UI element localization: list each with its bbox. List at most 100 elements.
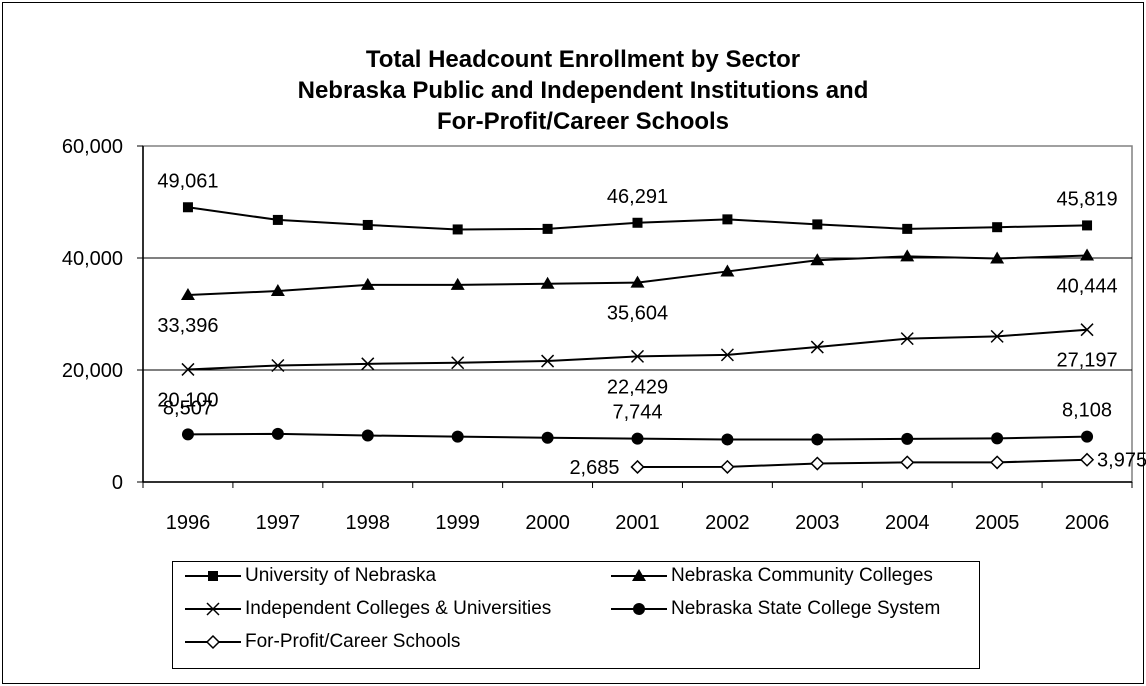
chart-title-line-1: Total Headcount Enrollment by Sector: [365, 46, 801, 73]
data-point: [450, 277, 465, 290]
data-point: [630, 349, 645, 363]
x-tick-label: 2002: [705, 512, 750, 534]
x-tick-label: 1999: [435, 512, 480, 534]
data-point: [992, 222, 1003, 233]
legend-marker: [632, 569, 646, 581]
data-point: [1080, 323, 1094, 337]
legend-swatch: [185, 634, 241, 650]
data-label: 49,061: [157, 170, 218, 192]
x-tick-label: 1998: [346, 512, 391, 534]
data-label: 40,444: [1056, 276, 1117, 298]
data-point: [361, 357, 375, 371]
legend-swatch: [185, 602, 241, 616]
data-point: [721, 433, 734, 446]
legend-label: University of Nebraska: [245, 565, 437, 586]
data-label: 20,100: [157, 389, 218, 411]
data-point: [811, 433, 824, 446]
x-tick-label: 2004: [885, 512, 930, 534]
chart-title-line-2: Nebraska Public and Independent Institut…: [297, 77, 869, 104]
data-label: 35,604: [607, 303, 668, 325]
legend-entry: University of Nebraska: [183, 563, 436, 589]
data-label: 7,744: [612, 402, 662, 424]
data-label: 46,291: [607, 186, 668, 208]
data-point: [991, 432, 1004, 445]
y-tick-label: 0: [112, 472, 123, 494]
data-point: [1079, 452, 1095, 467]
data-point: [182, 202, 193, 213]
data-point: [630, 459, 645, 475]
data-point: [720, 459, 735, 474]
data-point: [542, 223, 553, 234]
data-point: [271, 427, 284, 440]
y-tick-label: 40,000: [62, 248, 123, 270]
legend-swatch: [611, 603, 667, 615]
data-point: [990, 455, 1005, 470]
y-tick-label: 20,000: [62, 360, 123, 382]
x-tick-label: 2005: [975, 512, 1020, 534]
legend-entry: Nebraska State College System: [609, 596, 940, 622]
plot-area: [142, 145, 1133, 483]
data-label: 45,819: [1056, 188, 1117, 210]
x-tick-label: 1997: [256, 512, 301, 534]
legend-marker: [633, 603, 645, 615]
data-point: [451, 356, 465, 370]
data-point: [361, 429, 374, 442]
data-point: [810, 253, 825, 266]
data-label: 33,396: [157, 315, 218, 337]
data-point: [810, 340, 824, 354]
data-point: [451, 430, 464, 443]
series-line: [637, 458, 1088, 468]
data-point: [272, 214, 283, 225]
legend-swatch: [185, 571, 241, 581]
data-point: [631, 432, 644, 445]
data-point: [722, 214, 733, 225]
data-point: [362, 219, 373, 230]
legend-marker: [205, 634, 221, 650]
data-point: [270, 284, 285, 297]
data-point: [360, 277, 375, 290]
data-point: [902, 223, 913, 234]
data-point: [900, 455, 915, 470]
legend-entry: Nebraska Community Colleges: [609, 563, 933, 589]
legend-marker: [208, 571, 218, 581]
data-point: [1082, 220, 1093, 231]
legend-swatch: [611, 569, 667, 581]
x-tick-label: 2000: [525, 512, 570, 534]
data-point: [180, 287, 195, 300]
data-point: [901, 432, 914, 445]
data-label: 22,429: [607, 376, 668, 398]
chart-legend: University of Nebraska Nebraska Community…: [172, 561, 980, 669]
x-tick-label: 2003: [795, 512, 840, 534]
data-point: [990, 329, 1004, 343]
y-tick-label: 60,000: [62, 136, 123, 158]
data-point: [900, 249, 915, 262]
chart-title-line-3: For-Profit/Career Schools: [436, 108, 730, 135]
data-point: [541, 431, 554, 444]
legend-label: For-Profit/Career Schools: [245, 631, 461, 652]
legend-label: Nebraska State College System: [671, 598, 941, 619]
data-point: [1081, 430, 1094, 443]
x-tick-label: 2001: [615, 512, 660, 534]
legend-label: Nebraska Community Colleges: [671, 565, 933, 586]
data-label: 8,108: [1062, 400, 1112, 422]
data-label: 2,685: [569, 457, 619, 479]
data-point: [630, 275, 645, 288]
data-point: [720, 348, 734, 362]
data-point: [812, 219, 823, 230]
legend-entry: For-Profit/Career Schools: [183, 629, 460, 655]
data-point: [720, 264, 735, 277]
x-tick-label: 2006: [1065, 512, 1110, 534]
legend-marker: [206, 602, 220, 616]
data-point: [810, 456, 825, 471]
legend-label: Independent Colleges & Universities: [245, 598, 552, 619]
data-point: [540, 276, 555, 289]
data-point: [900, 332, 914, 346]
data-point: [271, 358, 285, 373]
data-label: 3,975: [1097, 450, 1146, 472]
data-point: [1080, 248, 1095, 261]
data-point: [181, 428, 194, 441]
data-point: [541, 354, 555, 368]
data-label: 8,507: [163, 397, 213, 419]
data-label: 27,197: [1056, 350, 1117, 372]
